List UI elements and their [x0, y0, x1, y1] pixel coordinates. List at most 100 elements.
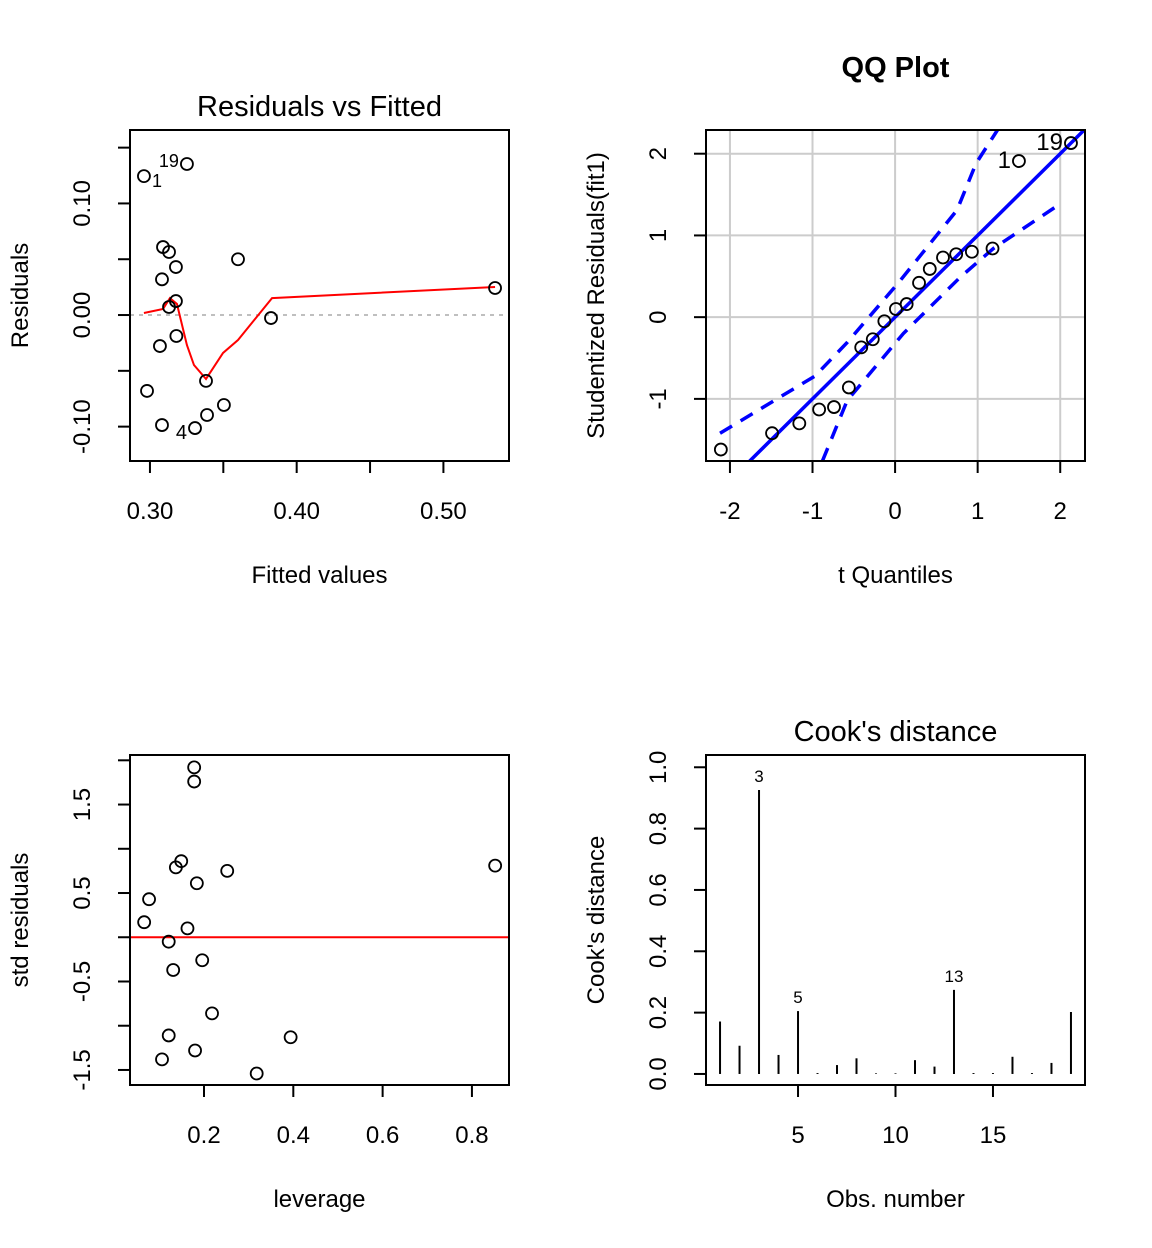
data-point	[162, 245, 176, 259]
y-tick-label: -1.5	[69, 1049, 96, 1090]
data-point	[166, 963, 181, 977]
chart-title: Cook's distance	[794, 716, 998, 748]
data-point	[912, 275, 926, 290]
x-tick-label: 5	[791, 1122, 804, 1149]
data-point	[488, 281, 502, 295]
data-point	[187, 760, 202, 775]
data-point	[217, 398, 231, 412]
point-label: 1	[152, 171, 162, 191]
data-point	[713, 442, 728, 457]
x-tick-label: 0	[888, 498, 901, 525]
x-tick-label: 10	[882, 1122, 909, 1149]
data-point	[161, 1028, 176, 1043]
data-point	[153, 339, 167, 353]
x-tick-label: 1	[971, 498, 984, 525]
point-label: 19	[1036, 129, 1063, 156]
data-point	[137, 169, 151, 183]
y-axis-label: std residuals	[7, 853, 34, 988]
data-point	[180, 157, 194, 171]
data-point	[827, 400, 841, 414]
data-point	[964, 244, 979, 259]
x-tick-label: 0.30	[127, 498, 174, 525]
data-point	[195, 953, 210, 968]
data-point	[220, 863, 235, 878]
point-label: 1	[998, 147, 1011, 174]
y-tick-label: 0.2	[645, 996, 672, 1029]
data-point	[899, 297, 914, 311]
data-point	[765, 426, 779, 441]
y-tick-label: 0.6	[645, 873, 672, 906]
data-point	[877, 314, 892, 329]
data-point	[488, 858, 503, 873]
data-point	[231, 252, 245, 267]
panel-2: 1 19 -2 -1 0 1 2 -1 0 1 2 QQ Plot t Quantiles Student…	[583, 52, 1086, 589]
plot-area	[719, 130, 1085, 461]
data-point	[162, 300, 176, 314]
data-point	[922, 262, 937, 276]
data-point	[1012, 154, 1026, 168]
data-point	[137, 915, 152, 930]
y-tick-label: 0.5	[69, 876, 96, 909]
data-point	[264, 311, 278, 325]
data-point	[169, 260, 183, 274]
bar-label: 3	[754, 767, 763, 786]
x-tick-label: 0.8	[455, 1122, 488, 1149]
data-point	[283, 1030, 298, 1045]
data-point	[140, 384, 154, 398]
x-tick-label: -2	[719, 498, 740, 525]
data-point	[949, 247, 964, 262]
data-point	[155, 418, 169, 432]
data-point	[936, 250, 950, 265]
data-point	[161, 934, 176, 949]
x-axis-label: Fitted values	[251, 562, 387, 589]
plot-frame	[129, 129, 510, 462]
data-point	[985, 241, 1000, 256]
y-tick-label: -0.5	[69, 961, 96, 1002]
data-point	[249, 1066, 264, 1081]
data-point	[188, 1043, 202, 1058]
y-tick-label: 1	[645, 229, 672, 242]
x-tick-label: 0.6	[366, 1122, 399, 1149]
data-point	[187, 774, 202, 789]
y-axis-label: Studentized Residuals(fit1)	[583, 152, 610, 439]
data-point	[1064, 136, 1078, 150]
data-point	[189, 876, 204, 891]
panel-3: 0.2 0.4 0.6 0.8 1.5 0.5 -0.5 -1.5 leverage std re…	[7, 754, 510, 1213]
data-point	[188, 421, 202, 435]
x-tick-label: 0.4	[277, 1122, 310, 1149]
x-axis-label: t Quantiles	[838, 562, 953, 589]
data-point	[841, 380, 856, 395]
reference-line	[747, 130, 1085, 461]
x-tick-label: 0.50	[420, 498, 467, 525]
data-point	[812, 402, 827, 417]
y-axis-label: Residuals	[7, 243, 34, 348]
panel-4: 3 5 13 5 10 15 0.0 0.2 0.4 0.6 0.8 1.0 Cook's distan…	[583, 716, 1086, 1213]
bar-label: 13	[945, 967, 964, 986]
data-point	[792, 416, 807, 431]
data-point	[155, 272, 169, 287]
chart-title: Residuals vs Fitted	[197, 91, 442, 123]
x-tick-label: 0.40	[273, 498, 320, 525]
data-point	[180, 921, 195, 936]
y-tick-label: 0.10	[69, 180, 96, 227]
y-tick-label: 0	[645, 310, 672, 323]
y-tick-label: 0.8	[645, 812, 672, 845]
x-tick-label: 15	[980, 1122, 1007, 1149]
data-point	[168, 860, 183, 875]
bar-label: 5	[793, 988, 802, 1007]
x-tick-label: -1	[802, 498, 823, 525]
y-tick-label: 0.4	[645, 935, 672, 968]
chart-title: QQ Plot	[842, 52, 950, 84]
plot-frame	[129, 754, 510, 1086]
x-tick-label: 0.2	[187, 1122, 220, 1149]
y-tick-label: 2	[645, 147, 672, 160]
confidence-envelope	[820, 201, 1063, 461]
point-label: 4	[176, 422, 187, 444]
y-tick-label: 1.5	[69, 788, 96, 821]
y-tick-label: 0.0	[645, 1057, 672, 1090]
data-point	[865, 332, 880, 347]
data-point	[199, 373, 213, 388]
data-point	[854, 340, 869, 355]
x-axis-label: Obs. number	[826, 1186, 965, 1213]
